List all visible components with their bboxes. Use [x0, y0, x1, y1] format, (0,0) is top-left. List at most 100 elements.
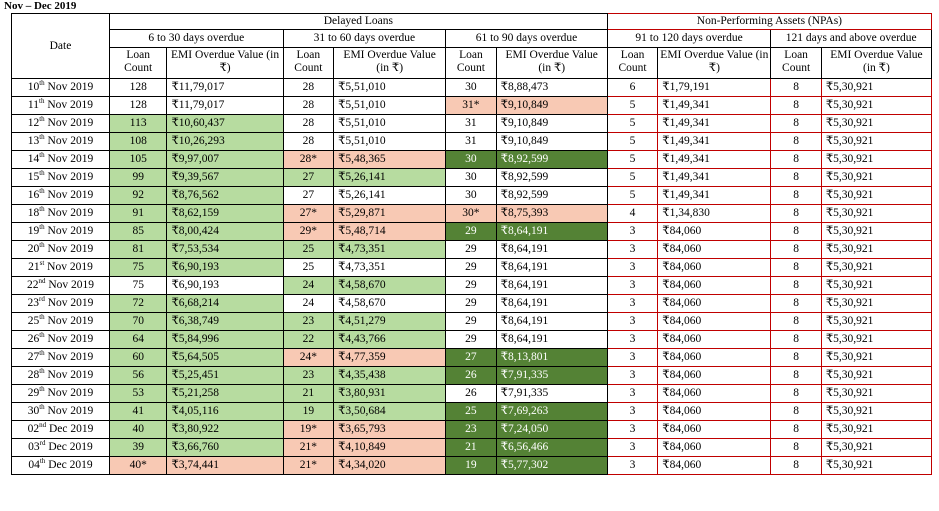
loan-count-cell: 30 [445, 150, 497, 169]
loan-count-cell: 31 [445, 132, 497, 151]
date-cell: 28th Nov 2019 [11, 366, 110, 385]
loan-count-cell: 81 [108, 240, 168, 259]
date-month: Nov 2019 [47, 405, 94, 417]
loan-count-cell: 28 [282, 78, 335, 97]
date-month: Nov 2019 [47, 171, 94, 183]
emi-value-cell: ₹3,80,931 [333, 384, 447, 403]
emi-value-cell: ₹6,90,193 [166, 258, 284, 277]
date-cell: 26th Nov 2019 [11, 330, 110, 349]
date-day: 18 [27, 207, 40, 219]
date-month: Nov 2019 [47, 81, 94, 93]
loan-count-cell: 85 [108, 222, 168, 241]
loan-count-cell: 8 [770, 348, 822, 367]
date-month: Nov 2019 [47, 387, 94, 399]
emi-value-cell: ₹5,51,010 [333, 96, 447, 115]
date-month: Nov 2019 [47, 351, 94, 363]
date-cell: 13th Nov 2019 [11, 132, 110, 151]
emi-value-cell: ₹5,64,505 [166, 348, 284, 367]
emi-value-cell: ₹5,30,921 [820, 366, 933, 385]
group-header-61-90: 61 to 90 days overdue [445, 29, 608, 48]
delayed-loans-header: Delayed Loans [108, 13, 608, 30]
date-suffix: th [39, 385, 45, 394]
loan-count-cell: 8 [770, 420, 822, 439]
loan-count-cell: 5 [606, 132, 659, 151]
date-day: 29 [27, 387, 40, 399]
date-day: 04 [28, 459, 40, 471]
loan-count-cell: 3 [606, 366, 659, 385]
date-cell: 11th Nov 2019 [11, 96, 110, 115]
emi-value-cell: ₹5,30,921 [820, 222, 933, 241]
emi-value-cell: ₹5,30,921 [820, 96, 933, 115]
loan-count-cell: 60 [108, 348, 168, 367]
emi-value-cell: ₹3,80,922 [166, 420, 284, 439]
emi-value-cell: ₹7,53,534 [166, 240, 284, 259]
loan-count-cell: 6 [606, 78, 659, 97]
date-cell: 18th Nov 2019 [11, 204, 110, 223]
group-header-31-60: 31 to 60 days overdue [282, 29, 447, 48]
emi-value-cell: ₹8,64,191 [495, 258, 608, 277]
loan-count-cell: 26 [445, 384, 497, 403]
date-suffix: th [39, 205, 45, 214]
loan-count-cell: 29 [445, 222, 497, 241]
loan-count-cell: 108 [108, 132, 168, 151]
loan-count-cell: 31 [445, 114, 497, 133]
date-month: Nov 2019 [47, 117, 94, 129]
date-day: 15 [27, 171, 40, 183]
loan-count-cell: 3 [606, 384, 659, 403]
emi-value-cell: ₹4,73,351 [333, 258, 447, 277]
loan-count-cell: 75 [108, 276, 168, 295]
emi-value-cell: ₹84,060 [657, 294, 772, 313]
date-month: Nov 2019 [47, 315, 94, 327]
loan-count-cell: 64 [108, 330, 168, 349]
loan-count-cell: 19 [282, 402, 335, 421]
date-cell: 22nd Nov 2019 [11, 276, 110, 295]
emi-value-cell: ₹5,30,921 [820, 114, 933, 133]
emi-value-cell: ₹5,30,921 [820, 438, 933, 457]
date-day: 03 [28, 441, 40, 453]
date-day: 12 [27, 117, 40, 129]
date-day: 13 [27, 135, 40, 147]
emi-value-cell: ₹9,10,849 [495, 96, 608, 115]
loan-count-cell: 3 [606, 438, 659, 457]
emi-value-cell: ₹6,90,193 [166, 276, 284, 295]
emi-value-cell: ₹5,30,921 [820, 276, 933, 295]
loan-count-cell: 8 [770, 330, 822, 349]
emi-value-cell: ₹3,66,760 [166, 438, 284, 457]
emi-value-cell: ₹3,65,793 [333, 420, 447, 439]
loan-count-cell: 41 [108, 402, 168, 421]
loan-count-header: Loan Count [282, 47, 335, 79]
loan-count-header: Loan Count [108, 47, 168, 79]
emi-value-cell: ₹5,30,921 [820, 132, 933, 151]
table-row: 29th Nov 2019 53 ₹5,21,258 21 ₹3,80,931 26 ₹7,… [11, 384, 933, 403]
date-month: Dec 2019 [48, 423, 94, 435]
loan-count-cell: 128 [108, 78, 168, 97]
loan-count-cell: 8 [770, 222, 822, 241]
loan-count-cell: 21* [282, 456, 335, 475]
loan-count-cell: 28 [282, 132, 335, 151]
date-suffix: th [39, 331, 45, 340]
emi-value-cell: ₹8,92,599 [495, 150, 608, 169]
date-day: 25 [27, 315, 40, 327]
table-row: 16th Nov 2019 92 ₹8,76,562 27 ₹5,26,141 30 ₹8,… [11, 186, 933, 205]
date-month: Nov 2019 [47, 207, 94, 219]
date-cell: 29th Nov 2019 [11, 384, 110, 403]
emi-value-cell: ₹6,56,466 [495, 438, 608, 457]
date-day: 27 [27, 351, 40, 363]
emi-value-cell: ₹5,30,921 [820, 294, 933, 313]
date-suffix: th [39, 151, 45, 160]
loan-count-cell: 5 [606, 186, 659, 205]
loan-count-cell: 25 [445, 402, 497, 421]
table-row: 27th Nov 2019 60 ₹5,64,505 24* ₹4,77,359 27 ₹8… [11, 348, 933, 367]
emi-value-cell: ₹5,84,996 [166, 330, 284, 349]
loan-count-cell: 8 [770, 402, 822, 421]
loan-count-cell: 40 [108, 420, 168, 439]
emi-value-cell: ₹4,58,670 [333, 294, 447, 313]
date-suffix: th [39, 349, 45, 358]
emi-value-cell: ₹1,49,341 [657, 168, 772, 187]
loan-count-cell: 8 [770, 186, 822, 205]
date-suffix: th [39, 133, 45, 142]
loan-count-cell: 113 [108, 114, 168, 133]
emi-value-cell: ₹4,05,116 [166, 402, 284, 421]
loan-count-cell: 53 [108, 384, 168, 403]
loan-count-cell: 3 [606, 240, 659, 259]
